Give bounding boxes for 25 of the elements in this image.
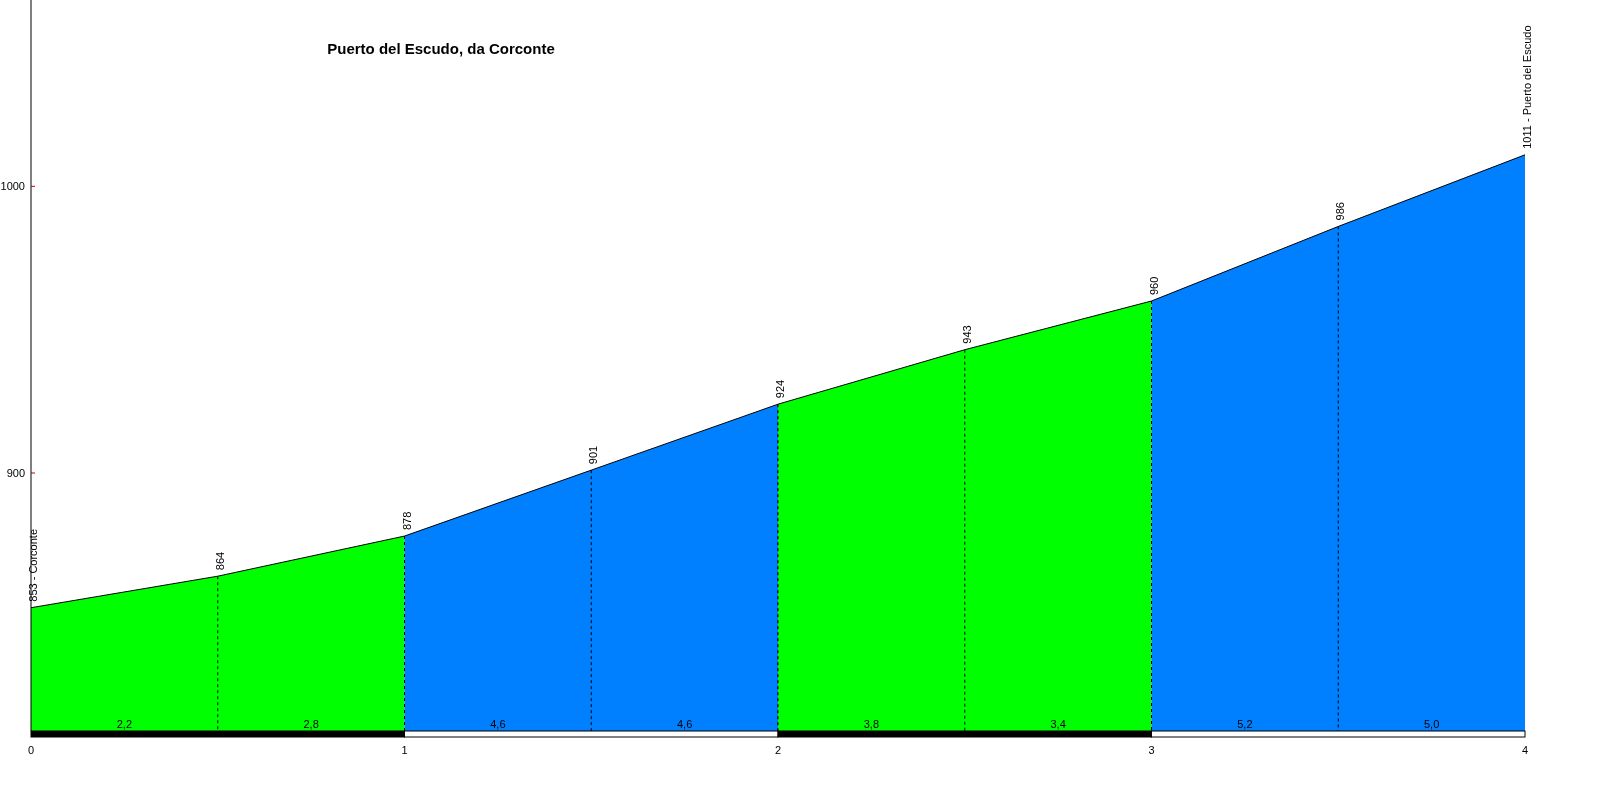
x-tick-label: 2: [774, 744, 782, 756]
x-tick-label: 3: [1148, 744, 1155, 756]
annotation: 5,2: [1237, 718, 1253, 730]
y-tick-label: 1000: [0, 180, 25, 193]
data-label: 878: [400, 511, 413, 531]
data-label: 924: [774, 379, 786, 399]
annotation: 2,2: [116, 718, 133, 730]
data-label: 853 - Corconte: [27, 528, 39, 602]
annotation: 3,8: [863, 718, 880, 730]
data-label: 1011 - Puerto del Escudo: [1521, 25, 1533, 149]
data-label: 960: [1147, 276, 1160, 295]
text: Puerto del Escudo, da Corconte: [327, 40, 555, 57]
y-tick-label: 900: [6, 467, 25, 479]
data-label: 864: [213, 551, 226, 571]
x-tick-label: 0: [27, 744, 35, 756]
x-tick-label: 1: [401, 744, 408, 756]
annotation: 4,6: [676, 718, 693, 730]
x-tick-label: 4: [1521, 744, 1529, 756]
annotation: 5,0: [1423, 718, 1440, 730]
annotation: 2,8: [303, 718, 319, 730]
annotation: 3,4: [1050, 718, 1066, 730]
data-label: 943: [960, 325, 973, 344]
annotation: 4,6: [490, 718, 506, 730]
data-label: 901: [587, 445, 600, 465]
data-label: 986: [1334, 202, 1347, 221]
